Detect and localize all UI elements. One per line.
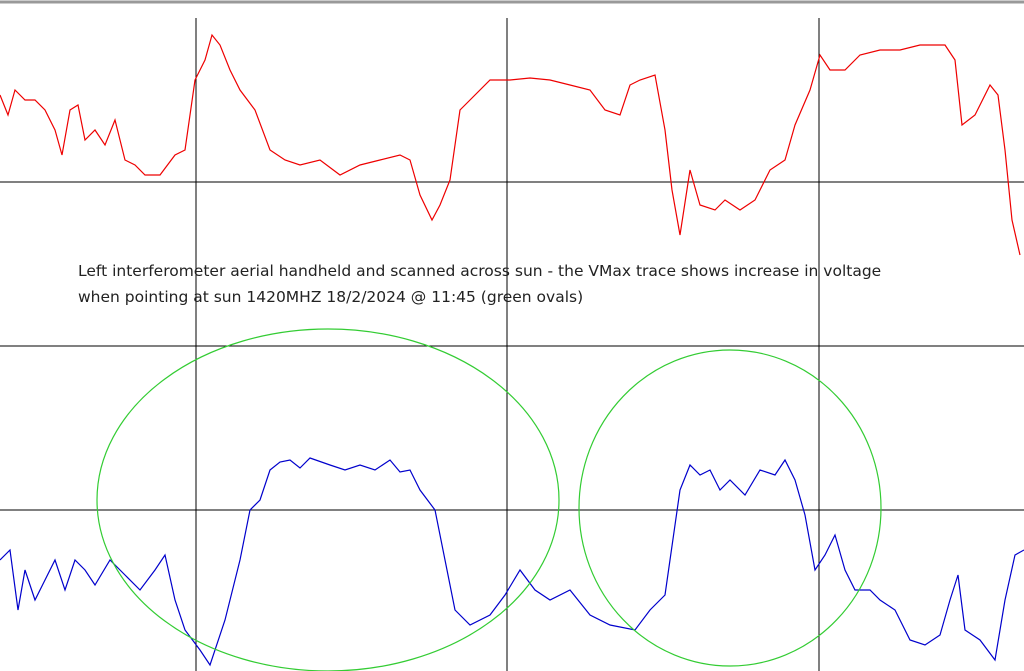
annotation-line: when pointing at sun 1420MHZ 18/2/2024 @…: [78, 288, 583, 306]
highlight-oval: [578, 349, 882, 667]
vmax-trace-red: [0, 33, 1021, 256]
annotation-line: Left interferometer aerial handheld and …: [78, 262, 881, 280]
grid: [0, 18, 1024, 671]
highlight-oval: [96, 328, 560, 671]
trace-blue: [0, 457, 1024, 667]
